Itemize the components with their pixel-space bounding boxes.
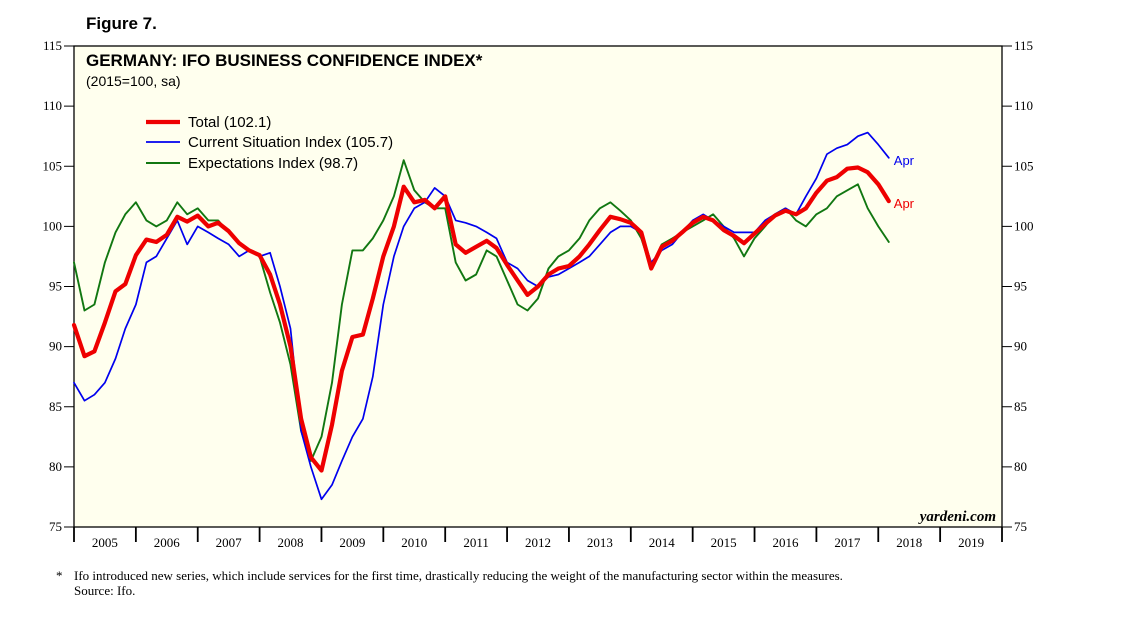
x-axis: 2005 2006 2007 2008 2009 2010 2011 2012 2013 2014… bbox=[73, 527, 1003, 550]
y-tick-label-left: 100 bbox=[43, 218, 63, 233]
x-tick-label: 2017 bbox=[834, 535, 861, 550]
y-tick-label-left: 95 bbox=[49, 279, 62, 294]
y-tick-label-right: 80 bbox=[1014, 459, 1027, 474]
legend-label-1: Current Situation Index (105.7) bbox=[188, 134, 393, 151]
x-tick-label: 2019 bbox=[958, 535, 984, 550]
x-tick-label: 2007 bbox=[216, 535, 243, 550]
y-tick-label-right: 85 bbox=[1014, 399, 1027, 414]
y-tick-label-right: 90 bbox=[1014, 339, 1027, 354]
y-tick-label-left: 75 bbox=[49, 519, 62, 534]
x-tick-label: 2013 bbox=[587, 535, 613, 550]
watermark: yardeni.com bbox=[918, 509, 996, 525]
y-tick-label-left: 110 bbox=[43, 98, 62, 113]
y-axis-right: 75 80 85 90 95 100 105 110 115 bbox=[1002, 38, 1034, 534]
series-line-2 bbox=[73, 159, 890, 462]
source-note: Source: Ifo. bbox=[74, 583, 136, 598]
x-tick-label: 2005 bbox=[92, 535, 118, 550]
footnote-text-line: * Ifo introduced new series, which includ… bbox=[56, 568, 843, 583]
x-tick-label: 2016 bbox=[772, 535, 799, 550]
y-tick-label-right: 105 bbox=[1014, 158, 1034, 173]
footnote: * Ifo introduced new series, which includ… bbox=[56, 568, 1056, 598]
y-tick-label-right: 75 bbox=[1014, 519, 1027, 534]
figure-label: Figure 7. bbox=[86, 14, 157, 33]
legend-label-0: Total (102.1) bbox=[188, 114, 271, 131]
legend: Total (102.1) Current Situation Index (10… bbox=[146, 114, 393, 172]
y-tick-label-left: 115 bbox=[43, 38, 62, 53]
series-layer: Apr Apr bbox=[71, 131, 915, 501]
x-tick-label: 2009 bbox=[339, 535, 365, 550]
x-tick-label: 2008 bbox=[278, 535, 304, 550]
y-tick-label-right: 115 bbox=[1014, 38, 1033, 53]
y-tick-label-right: 95 bbox=[1014, 279, 1027, 294]
y-tick-label-right: 100 bbox=[1014, 218, 1034, 233]
y-tick-label-left: 105 bbox=[43, 158, 63, 173]
y-tick-label-right: 110 bbox=[1014, 98, 1033, 113]
x-tick-label: 2006 bbox=[154, 535, 181, 550]
x-tick-label: 2014 bbox=[649, 535, 676, 550]
x-tick-label: 2015 bbox=[711, 535, 737, 550]
y-tick-label-left: 90 bbox=[49, 339, 62, 354]
x-tick-label: 2018 bbox=[896, 535, 922, 550]
x-tick-label: 2010 bbox=[401, 535, 427, 550]
y-tick-label-left: 80 bbox=[49, 459, 62, 474]
chart-title: GERMANY: IFO BUSINESS CONFIDENCE INDEX* bbox=[86, 51, 483, 70]
series-end-label-1: Apr bbox=[894, 153, 915, 168]
y-axis-left: 75 80 85 90 95 100 105 110 115 bbox=[43, 38, 74, 534]
legend-label-2: Expectations Index (98.7) bbox=[188, 155, 358, 172]
line-chart: 75 80 85 90 95 100 105 110 115 75 80 85 90 95 100 105 1… bbox=[43, 38, 1034, 550]
series-line-0 bbox=[71, 165, 891, 473]
chart-subtitle: (2015=100, sa) bbox=[86, 73, 181, 89]
y-tick-label-left: 85 bbox=[49, 399, 62, 414]
footnote-text: Ifo introduced new series, which include… bbox=[74, 568, 843, 583]
x-tick-label: 2012 bbox=[525, 535, 551, 550]
series-end-label-0: Apr bbox=[894, 196, 915, 211]
x-tick-label: 2011 bbox=[463, 535, 489, 550]
